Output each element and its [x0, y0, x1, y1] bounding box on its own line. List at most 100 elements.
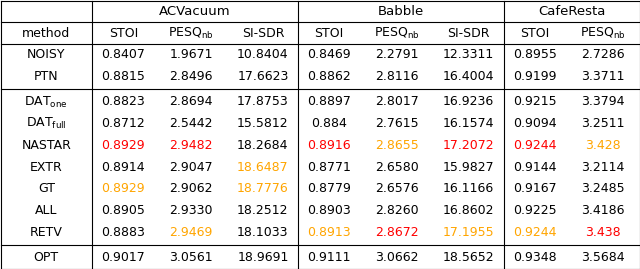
Text: 2.9062: 2.9062 [170, 182, 213, 195]
Text: 10.8404: 10.8404 [237, 48, 289, 61]
Text: 3.2114: 3.2114 [581, 161, 625, 174]
Text: 18.9691: 18.9691 [237, 251, 289, 264]
Text: 3.438: 3.438 [585, 225, 621, 239]
Text: 2.8496: 2.8496 [170, 70, 213, 83]
Text: NOISY: NOISY [27, 48, 65, 61]
Text: 0.9348: 0.9348 [513, 251, 557, 264]
Text: 2.5442: 2.5442 [170, 117, 213, 130]
Text: 2.6576: 2.6576 [375, 182, 419, 195]
Text: 16.1574: 16.1574 [443, 117, 495, 130]
Text: SI-SDR: SI-SDR [242, 27, 284, 40]
Text: 0.8815: 0.8815 [101, 70, 145, 83]
Text: 18.1033: 18.1033 [237, 225, 289, 239]
Text: 2.6580: 2.6580 [375, 161, 419, 174]
Text: 3.2485: 3.2485 [581, 182, 625, 195]
Text: 17.2072: 17.2072 [443, 139, 495, 152]
Text: 0.8712: 0.8712 [102, 117, 145, 130]
Text: 2.8672: 2.8672 [375, 225, 419, 239]
Text: DAT$_\mathregular{full}$: DAT$_\mathregular{full}$ [26, 116, 67, 131]
Text: 16.1166: 16.1166 [443, 182, 494, 195]
Text: RETV: RETV [30, 225, 63, 239]
Text: 3.2511: 3.2511 [581, 117, 625, 130]
Text: 15.5812: 15.5812 [237, 117, 289, 130]
Text: 16.4004: 16.4004 [443, 70, 495, 83]
Text: 0.8929: 0.8929 [102, 182, 145, 195]
Text: 2.7286: 2.7286 [581, 48, 625, 61]
Text: 0.8903: 0.8903 [307, 204, 351, 217]
Text: PESQ$_\mathregular{nb}$: PESQ$_\mathregular{nb}$ [168, 26, 214, 41]
Text: 0.8929: 0.8929 [102, 139, 145, 152]
Text: STOI: STOI [109, 27, 138, 40]
Text: 0.8771: 0.8771 [307, 161, 351, 174]
Text: 2.8116: 2.8116 [375, 70, 419, 83]
Text: 0.8883: 0.8883 [101, 225, 145, 239]
Text: 0.9225: 0.9225 [513, 204, 557, 217]
Text: NASTAR: NASTAR [21, 139, 71, 152]
Text: 18.2512: 18.2512 [237, 204, 289, 217]
Text: CafeResta: CafeResta [538, 5, 605, 18]
Text: STOI: STOI [314, 27, 344, 40]
Text: Babble: Babble [378, 5, 424, 18]
Text: 0.8779: 0.8779 [307, 182, 351, 195]
Text: 18.6487: 18.6487 [237, 161, 289, 174]
Text: 3.5684: 3.5684 [581, 251, 625, 264]
Text: 0.9199: 0.9199 [513, 70, 557, 83]
Text: 16.8602: 16.8602 [443, 204, 495, 217]
Text: GT: GT [38, 182, 55, 195]
Text: 0.8914: 0.8914 [102, 161, 145, 174]
Text: 3.3711: 3.3711 [581, 70, 625, 83]
Text: 18.7776: 18.7776 [237, 182, 289, 195]
Text: 15.9827: 15.9827 [443, 161, 495, 174]
Text: 0.8823: 0.8823 [102, 95, 145, 108]
Text: SI-SDR: SI-SDR [447, 27, 490, 40]
Text: 0.9111: 0.9111 [307, 251, 351, 264]
Text: ALL: ALL [35, 204, 58, 217]
Text: PESQ$_\mathregular{nb}$: PESQ$_\mathregular{nb}$ [374, 26, 420, 41]
Text: 3.3794: 3.3794 [581, 95, 625, 108]
Text: 2.2791: 2.2791 [375, 48, 419, 61]
Text: 2.9469: 2.9469 [170, 225, 213, 239]
Text: ACVacuum: ACVacuum [159, 5, 231, 18]
Text: 0.9244: 0.9244 [513, 225, 557, 239]
Text: 2.9482: 2.9482 [170, 139, 213, 152]
Text: 0.8897: 0.8897 [307, 95, 351, 108]
Text: EXTR: EXTR [30, 161, 63, 174]
Text: 0.8955: 0.8955 [513, 48, 557, 61]
Text: 0.8905: 0.8905 [101, 204, 145, 217]
Text: 0.8407: 0.8407 [101, 48, 145, 61]
Text: 0.9017: 0.9017 [102, 251, 145, 264]
Text: 2.9047: 2.9047 [170, 161, 213, 174]
Text: 2.7615: 2.7615 [375, 117, 419, 130]
Text: STOI: STOI [520, 27, 550, 40]
Text: 3.0561: 3.0561 [170, 251, 213, 264]
Text: 0.884: 0.884 [311, 117, 347, 130]
Text: 2.8260: 2.8260 [375, 204, 419, 217]
Text: 18.5652: 18.5652 [443, 251, 495, 264]
Text: PESQ$_\mathregular{nb}$: PESQ$_\mathregular{nb}$ [580, 26, 626, 41]
Text: 17.8753: 17.8753 [237, 95, 289, 108]
Text: 0.9215: 0.9215 [513, 95, 557, 108]
Text: 0.8469: 0.8469 [307, 48, 351, 61]
Text: method: method [22, 27, 70, 40]
Text: 12.3311: 12.3311 [443, 48, 494, 61]
Text: 18.2684: 18.2684 [237, 139, 289, 152]
Text: 1.9671: 1.9671 [170, 48, 213, 61]
Text: 2.8655: 2.8655 [375, 139, 419, 152]
Text: 3.428: 3.428 [585, 139, 621, 152]
Text: 2.8017: 2.8017 [375, 95, 419, 108]
Text: DAT$_\mathregular{one}$: DAT$_\mathregular{one}$ [24, 94, 68, 109]
Text: 3.4186: 3.4186 [581, 204, 625, 217]
Text: 0.9144: 0.9144 [513, 161, 557, 174]
Text: 2.8694: 2.8694 [170, 95, 213, 108]
Text: 17.1955: 17.1955 [443, 225, 495, 239]
Text: 0.9244: 0.9244 [513, 139, 557, 152]
Text: 2.9330: 2.9330 [170, 204, 213, 217]
Text: PTN: PTN [34, 70, 59, 83]
Text: 17.6623: 17.6623 [237, 70, 289, 83]
Text: 0.9167: 0.9167 [513, 182, 557, 195]
Text: OPT: OPT [34, 251, 59, 264]
Text: 16.9236: 16.9236 [443, 95, 494, 108]
Text: 0.8913: 0.8913 [307, 225, 351, 239]
Text: 0.9094: 0.9094 [513, 117, 557, 130]
Text: 3.0662: 3.0662 [375, 251, 419, 264]
